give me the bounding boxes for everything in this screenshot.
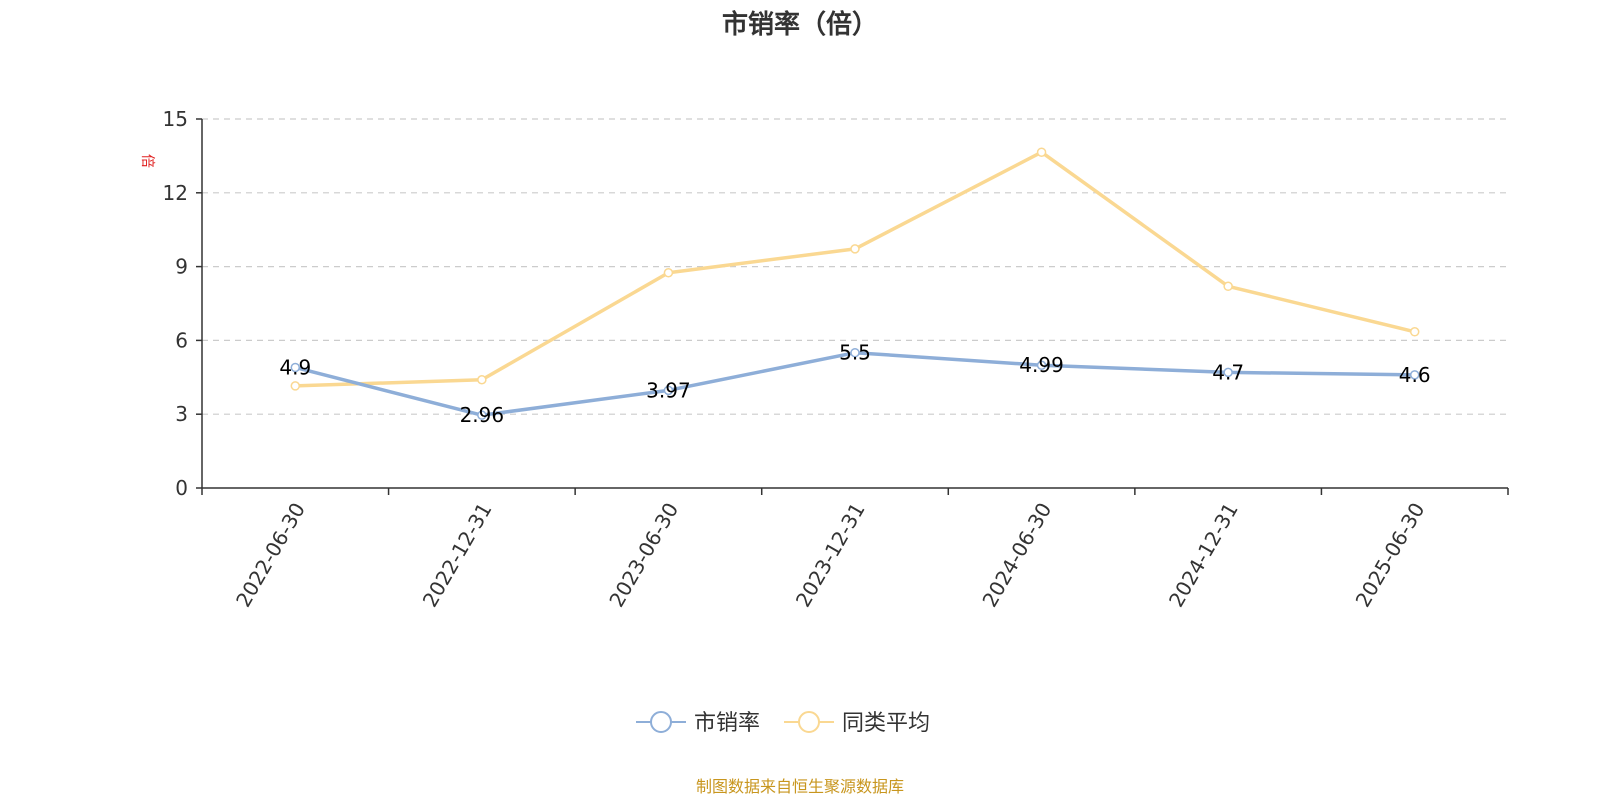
series-point-1[interactable] — [850, 244, 860, 254]
legend-item-0[interactable]: 市销率 — [636, 711, 760, 736]
series-layer — [290, 147, 1420, 420]
grid-lines — [202, 118, 1508, 415]
y-axis-unit-label: 倍 — [139, 154, 155, 168]
x-tick-label: 2023-12-31 — [791, 499, 870, 612]
series-point-1[interactable] — [1223, 281, 1233, 292]
legend-label: 同类平均 — [842, 711, 930, 736]
series-point-0[interactable] — [1036, 360, 1047, 370]
series-point-1[interactable] — [663, 268, 674, 278]
series-point-1[interactable] — [290, 381, 301, 391]
series-point-0[interactable] — [663, 385, 674, 396]
legend[interactable]: 市销率 同类平均 — [636, 711, 930, 736]
y-tick-label: 9 — [175, 255, 188, 279]
y-tick-label: 12 — [163, 181, 188, 205]
x-tick-label: 2022-12-31 — [418, 499, 497, 612]
series-point-1[interactable] — [477, 375, 487, 385]
x-tick-label: 2024-06-30 — [977, 499, 1056, 612]
data-label: 5.5 — [839, 341, 871, 365]
y-tick-label: 0 — [175, 476, 188, 500]
x-tick-label: 2022-06-30 — [231, 499, 310, 612]
chart-title: 市销率（倍） — [722, 9, 878, 40]
series-point-0[interactable] — [850, 347, 860, 358]
data-label: 4.7 — [1212, 360, 1244, 384]
data-labels: 4.9 2.96 3.97 5.5 4.99 4.7 4.6 — [279, 341, 1430, 427]
x-tick-label: 2025-06-30 — [1351, 499, 1430, 612]
series-point-1[interactable] — [1409, 327, 1420, 337]
series-point-0[interactable] — [477, 410, 487, 420]
source-note: 制图数据来自恒生聚源数据库 — [696, 777, 904, 796]
legend-label: 市销率 — [694, 711, 760, 736]
legend-marker — [650, 711, 672, 733]
y-tick-label: 15 — [163, 107, 188, 131]
data-label: 4.6 — [1399, 363, 1431, 387]
series-point-1[interactable] — [1036, 147, 1047, 157]
legend-item-1[interactable]: 同类平均 — [784, 711, 930, 736]
series-point-0[interactable] — [1409, 370, 1420, 380]
y-tick-label: 6 — [175, 328, 188, 352]
data-label: 3.97 — [646, 378, 691, 402]
x-tick-label: 2024-12-31 — [1164, 499, 1243, 612]
x-tick-label: 2023-06-30 — [604, 499, 683, 612]
series-point-0[interactable] — [290, 362, 301, 373]
data-label: 4.99 — [1019, 353, 1064, 377]
axes: 0 3 6 9 12 15 2022-06-30 2022-12-31 2023-06-30 20… — [163, 107, 1509, 612]
legend-marker — [798, 711, 820, 733]
data-label: 2.96 — [460, 403, 505, 427]
series-point-0[interactable] — [1223, 367, 1233, 378]
data-label: 4.9 — [279, 355, 311, 379]
y-tick-label: 3 — [175, 402, 188, 426]
